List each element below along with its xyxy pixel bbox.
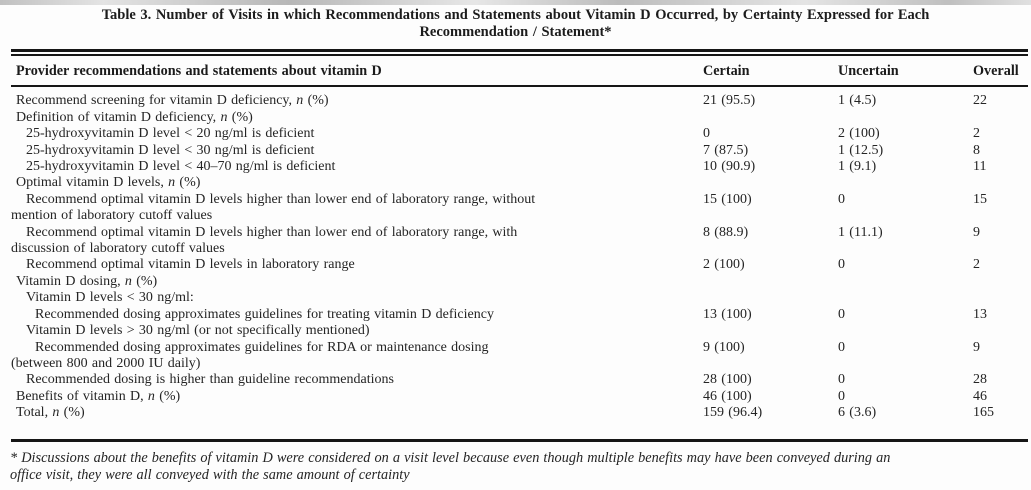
header-rule <box>11 85 1028 88</box>
table-caption: Table 3. Number of Visits in which Recom… <box>101 7 930 40</box>
overall-value: 11 <box>973 159 987 175</box>
overall-value: 22 <box>973 93 987 109</box>
certain-value <box>703 110 838 126</box>
row-label: Recommend screening for vitamin D defici… <box>16 93 329 109</box>
certain-value: 0 <box>703 126 710 142</box>
certain-value <box>703 175 838 191</box>
certain-value <box>703 290 838 306</box>
table-header-row: Provider recommendations and statements … <box>11 56 1028 85</box>
certain-value: 28 (100) <box>703 372 752 388</box>
overall-value: 2 <box>973 257 980 273</box>
certain-value: 15 (100) <box>703 191 752 207</box>
column-header-uncertain: Uncertain <box>838 63 899 79</box>
row-label: 25-hydroxyvitamin D level < 20 ng/ml is … <box>26 126 315 142</box>
uncertain-value <box>838 290 973 306</box>
certain-value: 8 (88.9) <box>703 224 749 240</box>
table-row: Recommend optimal vitamin D levels highe… <box>11 192 1028 225</box>
table-row: Recommend optimal vitamin D levels in la… <box>11 257 1028 273</box>
row-label: Definition of vitamin D deficiency, n (%… <box>16 109 253 125</box>
row-label: Vitamin D levels < 30 ng/ml: <box>26 290 194 306</box>
overall-value: 13 <box>973 306 987 322</box>
overall-value <box>973 323 1028 339</box>
row-label: Recommended dosing is higher than guidel… <box>26 372 394 388</box>
certain-value: 46 (100) <box>703 388 752 404</box>
table-footnote: * Discussions about the benefits of vita… <box>10 449 891 483</box>
uncertain-value <box>838 323 973 339</box>
bottom-rule <box>11 438 1028 442</box>
column-header-certain: Certain <box>703 63 750 79</box>
row-label: Recommend optimal vitamin D levels highe… <box>11 224 518 257</box>
uncertain-value: 1 (4.5) <box>838 93 877 109</box>
table-row: 25-hydroxyvitamin D level < 40–70 ng/ml … <box>11 159 1028 175</box>
table-row: Vitamin D dosing, n (%) <box>11 274 1028 290</box>
table-row: Total, n (%) 159 (96.4) 6 (3.6) 165 <box>11 405 1028 421</box>
overall-value: 9 <box>973 224 980 240</box>
table-row: 25-hydroxyvitamin D level < 20 ng/ml is … <box>11 126 1028 142</box>
row-label: Vitamin D dosing, n (%) <box>16 273 158 289</box>
row-label: Recommended dosing approximates guidelin… <box>35 306 494 322</box>
uncertain-value: 0 <box>838 257 845 273</box>
row-label: Recommend optimal vitamin D levels highe… <box>11 191 536 224</box>
row-label: Recommended dosing approximates guidelin… <box>11 339 489 371</box>
uncertain-value: 0 <box>838 388 845 404</box>
certain-value: 159 (96.4) <box>703 405 763 421</box>
uncertain-value: 1 (12.5) <box>838 142 884 158</box>
overall-value: 15 <box>973 191 987 207</box>
certain-value: 9 (100) <box>703 339 745 355</box>
table-row: Recommended dosing is higher than guidel… <box>11 372 1028 388</box>
column-header-overall: Overall <box>973 63 1019 79</box>
overall-value <box>973 290 1028 306</box>
table-row: Recommended dosing approximates guidelin… <box>11 340 1028 373</box>
table-body: Recommend screening for vitamin D defici… <box>11 87 1028 438</box>
table-row: Recommend optimal vitamin D levels highe… <box>11 225 1028 258</box>
uncertain-value: 0 <box>838 191 845 207</box>
row-label: Total, n (%) <box>16 405 85 421</box>
uncertain-value: 0 <box>838 339 845 355</box>
uncertain-value: 1 (9.1) <box>838 159 877 175</box>
table-row: Vitamin D levels > 30 ng/ml (or not spec… <box>11 323 1028 339</box>
row-label: Benefits of vitamin D, n (%) <box>16 388 181 404</box>
table-row: Definition of vitamin D deficiency, n (%… <box>11 110 1028 126</box>
table-row: Vitamin D levels < 30 ng/ml: <box>11 290 1028 306</box>
overall-value: 9 <box>973 339 980 355</box>
uncertain-value: 0 <box>838 306 845 322</box>
table-row: Recommended dosing approximates guidelin… <box>11 307 1028 323</box>
table-row: Benefits of vitamin D, n (%) 46 (100) 0 … <box>11 389 1028 405</box>
certain-value: 2 (100) <box>703 257 745 273</box>
uncertain-value <box>838 175 973 191</box>
uncertain-value: 6 (3.6) <box>838 405 877 421</box>
certain-value: 21 (95.5) <box>703 93 756 109</box>
table-row: Optimal vitamin D levels, n (%) <box>11 175 1028 191</box>
certain-value: 7 (87.5) <box>703 142 749 158</box>
scan-artifact-strip <box>0 0 1031 5</box>
table-row: 25-hydroxyvitamin D level < 30 ng/ml is … <box>11 143 1028 159</box>
row-label: 25-hydroxyvitamin D level < 30 ng/ml is … <box>26 142 315 158</box>
row-label: Vitamin D levels > 30 ng/ml (or not spec… <box>26 323 370 339</box>
overall-value <box>973 175 1028 191</box>
overall-value <box>973 274 1028 290</box>
certain-value: 10 (90.9) <box>703 159 756 175</box>
overall-value <box>973 110 1028 126</box>
top-double-rule <box>11 49 1028 56</box>
column-header-provider-recommendations: Provider recommendations and statements … <box>16 63 382 79</box>
table-row: Recommend screening for vitamin D defici… <box>11 93 1028 109</box>
overall-value: 165 <box>973 405 994 421</box>
overall-value: 46 <box>973 388 987 404</box>
certain-value <box>703 274 838 290</box>
overall-value: 2 <box>973 126 980 142</box>
row-label: Recommend optimal vitamin D levels in la… <box>26 257 355 273</box>
overall-value: 28 <box>973 372 987 388</box>
row-label: Optimal vitamin D levels, n (%) <box>16 175 201 191</box>
uncertain-value <box>838 274 973 290</box>
overall-value: 8 <box>973 142 980 158</box>
uncertain-value: 1 (11.1) <box>838 224 883 240</box>
certain-value: 13 (100) <box>703 306 752 322</box>
certain-value <box>703 323 838 339</box>
uncertain-value: 0 <box>838 372 845 388</box>
uncertain-value <box>838 110 973 126</box>
uncertain-value: 2 (100) <box>838 126 880 142</box>
row-label: 25-hydroxyvitamin D level < 40–70 ng/ml … <box>26 159 336 175</box>
